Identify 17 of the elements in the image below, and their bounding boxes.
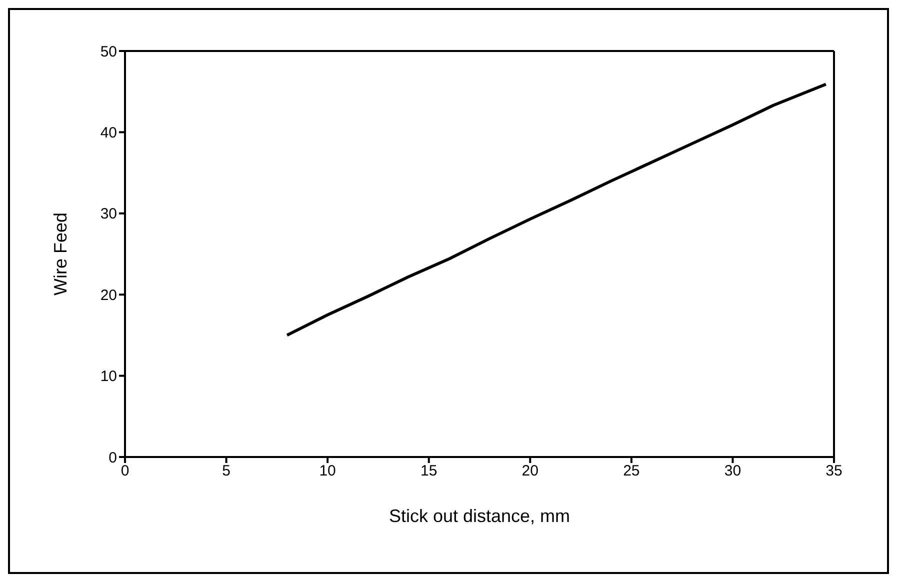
y-tick-label: 10: [100, 368, 117, 386]
x-tick-label: 5: [222, 462, 230, 480]
x-tick-label: 10: [319, 462, 336, 480]
x-tick-label: 0: [120, 462, 130, 480]
y-tick-label: 50: [100, 43, 117, 60]
y-tick-label: 0: [108, 449, 117, 466]
x-tick-label: 25: [623, 462, 640, 480]
y-tick-label: 40: [100, 124, 117, 142]
y-tick-label: 20: [100, 286, 117, 304]
x-tick-label: 20: [522, 462, 538, 480]
y-tick-label: 30: [100, 206, 117, 223]
line-series: [286, 82, 828, 337]
x-tick-label: 35: [826, 462, 842, 480]
x-tick-label: 30: [724, 462, 742, 480]
y-axis-title: Wire Feed: [50, 212, 70, 296]
x-axis-title: Stick out distance, mm: [388, 506, 570, 526]
x-tick-label: 15: [420, 462, 438, 480]
